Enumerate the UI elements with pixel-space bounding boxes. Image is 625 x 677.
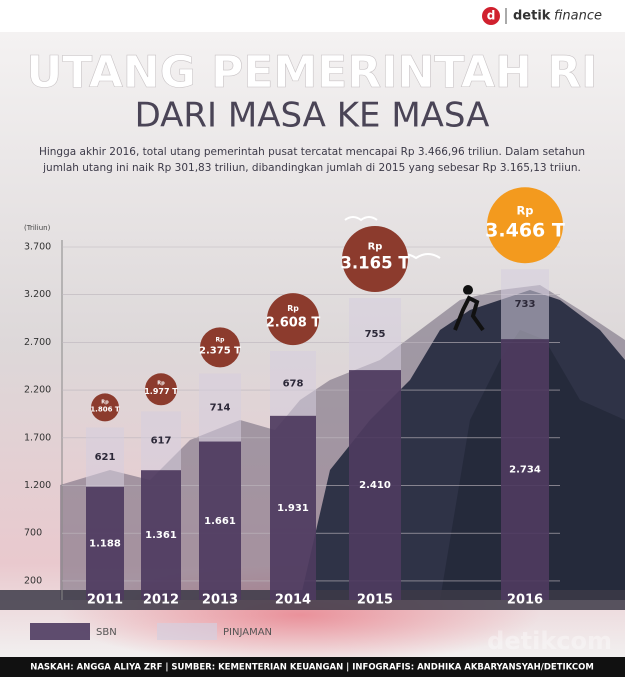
x-tick-label: 2011	[87, 593, 123, 608]
y-tick-label: 1.200	[24, 480, 51, 491]
legend-swatch	[30, 623, 90, 640]
chart-subtitle: DARI MASA KE MASA	[135, 96, 490, 136]
x-tick-label: 2012	[143, 593, 179, 608]
watermark: detikcom	[487, 627, 612, 655]
total-bubble	[91, 393, 119, 422]
description: Hingga akhir 2016, total utang pemerinta…	[39, 146, 585, 158]
bar-segment	[270, 351, 316, 416]
bar-segment	[86, 427, 124, 487]
bar-segment	[349, 298, 401, 371]
value-label: 617	[151, 436, 172, 447]
total-bubble	[487, 187, 563, 264]
legend-swatch	[157, 623, 217, 640]
value-label: 621	[95, 452, 116, 463]
y-tick-label: 2.700	[24, 337, 51, 348]
bar-segment	[501, 339, 549, 600]
brand-logo-bg	[482, 7, 500, 25]
total-bubble	[200, 327, 240, 368]
legend-label: PINJAMAN	[223, 627, 272, 638]
bird	[344, 216, 378, 222]
y-tick-label: 200	[24, 575, 42, 586]
y-axis-label: (Triliun)	[24, 224, 51, 232]
bar-segment	[270, 415, 316, 600]
total-bubble	[267, 293, 319, 346]
total-bubble	[342, 226, 408, 293]
value-label: 733	[515, 299, 536, 310]
y-tick-label: 1.700	[24, 432, 51, 443]
footer: NASKAH: ANGGA ALIYA ZRF | SUMBER: KEMENT…	[30, 663, 594, 673]
total-prefix: Rp	[157, 381, 165, 387]
value-label: 714	[210, 402, 231, 413]
value-label: 678	[283, 378, 304, 389]
value-label: 2.410	[359, 480, 391, 491]
y-tick-label: 3.200	[24, 289, 51, 300]
climber	[453, 295, 485, 332]
legend-label: SBN	[96, 627, 117, 638]
total-label: 2.608 T	[266, 315, 321, 330]
y-tick-label: 2.200	[24, 385, 51, 396]
total-prefix: Rp	[101, 400, 109, 406]
brand-product: finance	[554, 9, 602, 24]
bar-segment	[141, 470, 181, 600]
total-prefix: Rp	[517, 203, 534, 217]
y-tick-label: 3.700	[24, 242, 51, 253]
bar-segment	[86, 486, 124, 600]
value-label: 755	[365, 329, 386, 340]
bar-segment	[501, 269, 549, 340]
value-label: 2.734	[509, 465, 541, 476]
chart-title: UTANG PEMERINTAH RI	[27, 47, 598, 98]
value-label: 1.361	[145, 530, 177, 541]
x-tick-label: 2015	[357, 593, 393, 608]
total-prefix: Rp	[216, 336, 226, 343]
brand-logo: d	[487, 9, 496, 23]
brand-name: detik	[513, 9, 551, 24]
climber-head	[463, 285, 473, 295]
value-label: 1.931	[277, 503, 309, 514]
total-label: 2.375 T	[199, 345, 241, 356]
total-prefix: Rp	[287, 304, 299, 313]
x-tick-label: 2014	[275, 593, 311, 608]
footer-bar	[0, 657, 625, 677]
total-prefix: Rp	[368, 242, 383, 253]
total-label: 3.466 T	[485, 219, 565, 241]
value-label: 1.661	[204, 516, 236, 527]
value-label: 1.188	[89, 538, 121, 549]
bar-segment	[199, 373, 241, 442]
bar-segment	[141, 411, 181, 471]
total-label: 1.806 T	[90, 406, 120, 414]
total-bubble	[145, 373, 177, 406]
bar-segment	[199, 441, 241, 600]
y-tick-label: 700	[24, 528, 42, 539]
total-label: 1.977 T	[144, 387, 178, 396]
description: jumlah utang ini naik Rp 301,83 triliun,…	[42, 162, 581, 174]
bar-segment	[349, 370, 401, 600]
x-tick-label: 2013	[202, 593, 238, 608]
total-label: 3.165 T	[340, 253, 410, 272]
x-tick-label: 2016	[507, 593, 543, 608]
